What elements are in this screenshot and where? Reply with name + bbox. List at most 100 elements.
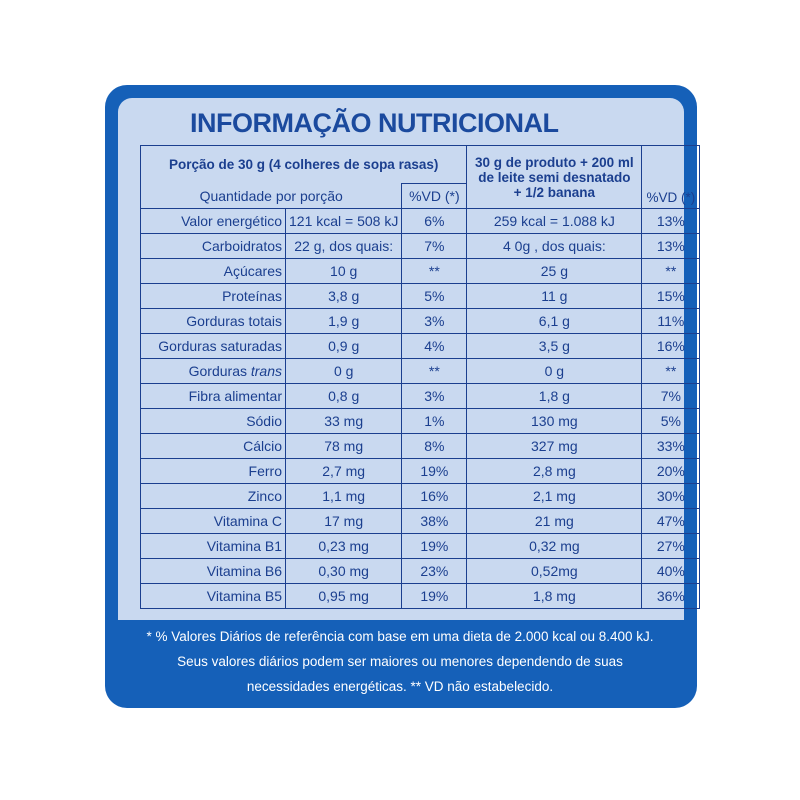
preparation-line: de leite semi desnatado <box>478 169 631 185</box>
nutrient: Carboidratos <box>140 233 286 259</box>
vd: 5% <box>401 283 468 309</box>
vd: 38% <box>401 508 468 534</box>
nutrient-italic: trans <box>250 363 282 379</box>
vd: 19% <box>401 583 468 609</box>
vd: 23% <box>401 558 468 584</box>
portion-header: Porção de 30 g (4 colheres de sopa rasas… <box>139 145 468 184</box>
amount: 1,1 mg <box>284 483 403 509</box>
row: Gorduras totais 1,9 g 3% 6,1 g 11% <box>140 308 701 334</box>
vd: 1% <box>401 408 468 434</box>
nutrient: Gorduras totais <box>140 308 286 334</box>
amount: 1,8 g <box>466 383 643 409</box>
vd: 4% <box>401 333 468 359</box>
row: Vitamina B1 0,23 mg 19% 0,32 mg 27% <box>140 533 701 559</box>
nutrient: Açúcares <box>140 258 286 284</box>
vd: 6% <box>401 208 468 234</box>
vd: 5% <box>641 408 701 434</box>
row: Vitamina B6 0,30 mg 23% 0,52mg 40% <box>140 558 701 584</box>
vd: 36% <box>641 583 701 609</box>
nutrient: Fibra alimentar <box>140 383 286 409</box>
row: Gorduras saturadas 0,9 g 4% 3,5 g 16% <box>140 333 701 359</box>
row: Carboidratos 22 g, dos quais: 7% 4 0g , dos… <box>140 233 701 259</box>
amount: 11 g <box>466 283 643 309</box>
amount: 0,30 mg <box>284 558 403 584</box>
amount: 0 g <box>466 358 643 384</box>
vd: 30% <box>641 483 701 509</box>
vd: 7% <box>641 383 701 409</box>
amount: 0,32 mg <box>466 533 643 559</box>
preparation-line: 30 g de produto + 200 ml <box>475 154 634 170</box>
vd: 16% <box>641 333 701 359</box>
vd: ** <box>641 358 701 384</box>
nutrient: Vitamina B6 <box>140 558 286 584</box>
footer-line: necessidades energéticas. ** VD não esta… <box>246 679 554 694</box>
nutrient: Sódio <box>140 408 286 434</box>
row: Sódio 33 mg 1% 130 mg 5% <box>140 408 701 434</box>
vd: ** <box>401 358 468 384</box>
amount: 0,9 g <box>284 333 403 359</box>
nutrient: Vitamina B1 <box>140 533 286 559</box>
amount: 1,8 mg <box>466 583 643 609</box>
title: INFORMAÇÃO NUTRICIONAL <box>190 108 559 138</box>
nutrient: Ferro <box>140 458 286 484</box>
vd: ** <box>401 258 468 284</box>
amount: 130 mg <box>466 408 643 434</box>
nutrient: Gorduras trans <box>140 358 286 384</box>
vd: ** <box>641 258 701 284</box>
amount: 0,95 mg <box>284 583 403 609</box>
footer-line: Seus valores diários podem ser maiores o… <box>177 654 623 669</box>
amount: 0,52mg <box>466 558 643 584</box>
vd: 13% <box>641 233 701 259</box>
vd: 47% <box>641 508 701 534</box>
nutrient: Vitamina C <box>140 508 286 534</box>
nutrient: Zinco <box>140 483 286 509</box>
vd: 11% <box>641 308 701 334</box>
vd: 13% <box>641 208 701 234</box>
row: Fibra alimentar 0,8 g 3% 1,8 g 7% <box>140 383 701 409</box>
row: Cálcio 78 mg 8% 327 mg 33% <box>140 433 701 459</box>
vd: 19% <box>401 458 468 484</box>
vd: 27% <box>641 533 701 559</box>
vd: 15% <box>641 283 701 309</box>
amount: 327 mg <box>466 433 643 459</box>
preparation-line: + 1/2 banana <box>513 184 596 200</box>
preparation-header: 30 g de produto + 200 ml de leite semi de… <box>466 145 643 209</box>
nutrient: Proteínas <box>140 283 286 309</box>
amount: 17 mg <box>284 508 403 534</box>
amount: 0,23 mg <box>284 533 403 559</box>
amount: 33 mg <box>284 408 403 434</box>
amount: 1,9 g <box>284 308 403 334</box>
row: Açúcares 10 g ** 25 g ** <box>140 258 701 284</box>
vd: 8% <box>401 433 468 459</box>
amount: 78 mg <box>284 433 403 459</box>
vd: 40% <box>641 558 701 584</box>
quantity-header: Quantidade por porção <box>139 183 403 209</box>
amount: 21 mg <box>466 508 643 534</box>
vd: 7% <box>401 233 468 259</box>
amount: 259 kcal = 1.088 kJ <box>466 208 643 234</box>
nutrient: Gorduras saturadas <box>140 333 286 359</box>
amount: 10 g <box>284 258 403 284</box>
amount: 0 g <box>284 358 403 384</box>
amount: 0,8 g <box>284 383 403 409</box>
vd: 16% <box>401 483 468 509</box>
amount: 25 g <box>466 258 643 284</box>
amount: 2,7 mg <box>284 458 403 484</box>
amount: 4 0g , dos quais: <box>466 233 643 259</box>
amount: 6,1 g <box>466 308 643 334</box>
vd: 20% <box>641 458 701 484</box>
row: Proteínas 3,8 g 5% 11 g 15% <box>140 283 701 309</box>
amount: 3,5 g <box>466 333 643 359</box>
row: Valor energético 121 kcal = 508 kJ 6% 259 k… <box>140 208 701 234</box>
amount: 121 kcal = 508 kJ <box>284 208 403 234</box>
amount: 2,8 mg <box>466 458 643 484</box>
nutrient: Valor energético <box>140 208 286 234</box>
row: Vitamina C 17 mg 38% 21 mg 47% <box>140 508 701 534</box>
vd: 33% <box>641 433 701 459</box>
amount: 2,1 mg <box>466 483 643 509</box>
row: Zinco 1,1 mg 16% 2,1 mg 30% <box>140 483 701 509</box>
amount: 22 g, dos quais: <box>284 233 403 259</box>
vd-header: %VD (*) <box>401 183 468 209</box>
vd-header: %VD (*) <box>641 145 701 209</box>
